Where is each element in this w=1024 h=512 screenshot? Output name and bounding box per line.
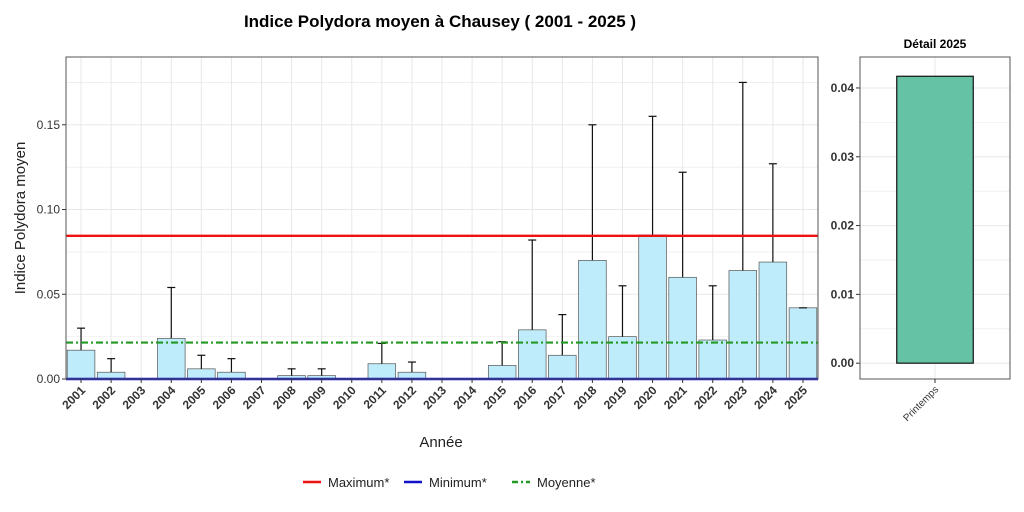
bar [668, 276, 697, 380]
y-tick-label: 0.00 [37, 372, 61, 386]
x-tick-label: Printemps [902, 384, 942, 424]
x-tick-label: 2001 [59, 383, 88, 412]
x-tick-label: 2013 [420, 383, 449, 412]
main-plot-panel: 0.00 0.05 0.10 0.15 2001 2002 2003 2004 2005 2006… [37, 56, 819, 412]
y-tick-label: 0.00 [831, 356, 855, 370]
bar [367, 363, 397, 380]
x-tick-label: 2004 [150, 383, 179, 412]
chart-title: Indice Polydora moyen à Chausey ( 2001 -… [244, 12, 636, 31]
y-tick-label: 0.10 [37, 203, 61, 217]
bar [548, 354, 577, 380]
x-tick-label: 2022 [691, 383, 720, 412]
legend-label: Moyenne* [537, 475, 596, 490]
x-tick-label: 2002 [89, 383, 118, 412]
x-tick-label: 2003 [120, 383, 149, 412]
legend-label: Maximum* [328, 475, 389, 490]
y-tick-label: 0.02 [831, 219, 855, 233]
bar [187, 368, 216, 380]
x-tick-label: 2008 [270, 383, 299, 412]
x-tick-label: 2016 [511, 383, 540, 412]
x-tick-label: 2024 [751, 383, 780, 412]
x-tick-label: 2014 [450, 383, 479, 412]
x-tick-label: 2019 [601, 383, 630, 412]
x-tick-label: 2015 [480, 383, 509, 412]
detail-plot-panel: 0.00 0.01 0.02 0.03 0.04 Printemps [831, 56, 1011, 424]
detail-title: Détail 2025 [904, 37, 967, 51]
bar [578, 260, 607, 380]
x-tick-label: 2020 [631, 383, 660, 412]
x-tick-label: 2017 [541, 383, 570, 412]
bar [638, 234, 667, 380]
bar [487, 365, 517, 380]
bar [728, 270, 757, 380]
legend: Maximum* Minimum* Moyenne* [303, 475, 596, 490]
x-tick-label: 2021 [661, 383, 690, 412]
y-tick-label: 0.03 [831, 150, 855, 164]
x-tick-label: 2010 [330, 383, 359, 412]
y-axis-title: Indice Polydora moyen [12, 142, 29, 295]
y-tick-label: 0.01 [831, 287, 855, 301]
y-tick-label: 0.04 [831, 81, 855, 95]
bar [518, 329, 547, 380]
bar [758, 261, 788, 380]
x-tick-label: 2005 [180, 383, 209, 412]
legend-label: Minimum* [429, 475, 487, 490]
x-tick-label: 2025 [781, 383, 810, 412]
x-axis-title: Année [419, 434, 462, 451]
bar [698, 339, 727, 380]
detail-bar [896, 75, 974, 364]
x-tick-label: 2018 [571, 383, 600, 412]
y-tick-label: 0.05 [37, 287, 61, 301]
y-tick-label: 0.15 [37, 118, 61, 132]
bar [66, 349, 96, 380]
x-tick-label: 2009 [300, 383, 329, 412]
x-tick-label: 2007 [240, 383, 269, 412]
x-tick-label: 2012 [390, 383, 419, 412]
x-tick-label: 2023 [721, 383, 750, 412]
x-tick-label: 2006 [210, 383, 239, 412]
x-tick-label: 2011 [361, 383, 390, 412]
bar [157, 337, 186, 380]
